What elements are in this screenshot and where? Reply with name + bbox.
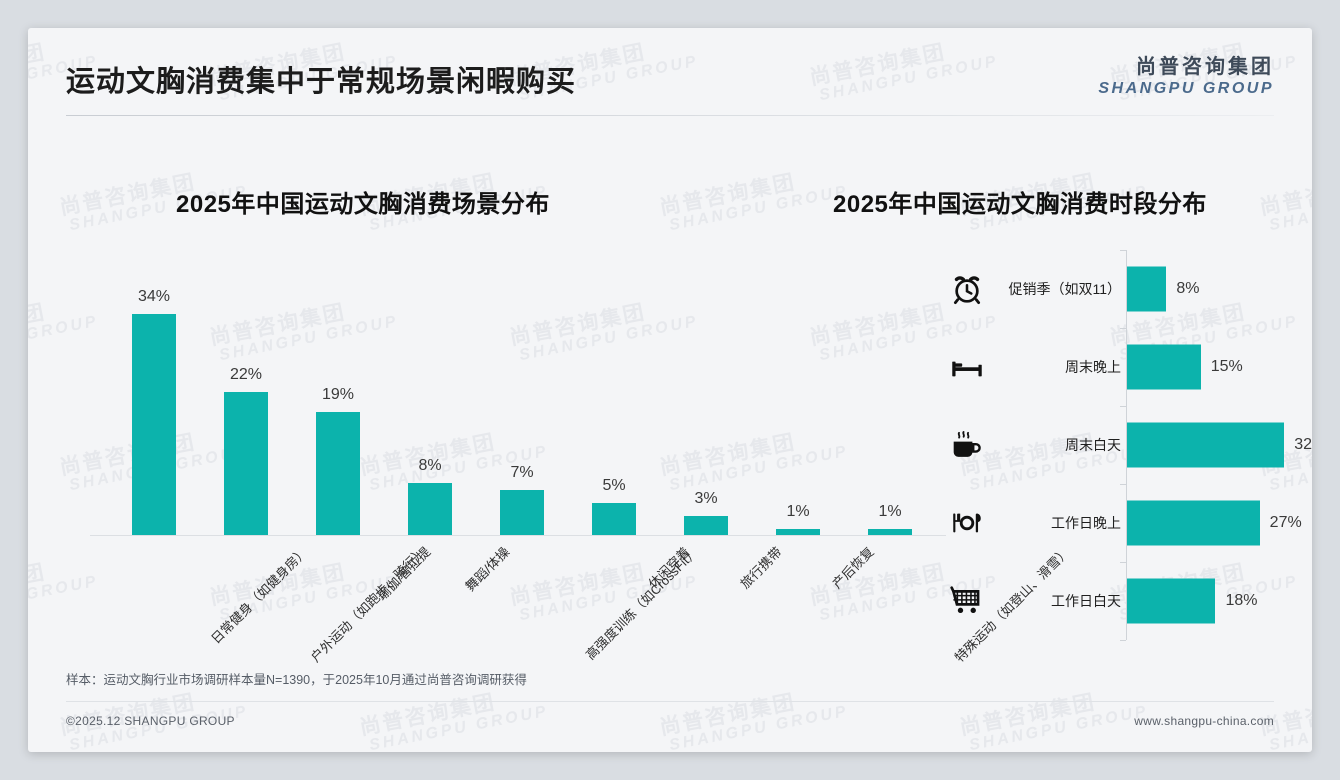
- column-value-label: 1%: [878, 502, 902, 520]
- column-slot: 1%: [844, 275, 936, 535]
- column-bar[interactable]: [408, 483, 452, 535]
- bar-category-label: 促销季（如双11）: [1008, 281, 1121, 297]
- sample-footnote: 样本：运动文胸行业市场调研样本量N=1390，于2025年10月通过尚普咨询调研…: [66, 673, 527, 687]
- timeslot-bar-chart: 促销季（如双11） 8% 周末晚上 15% 周末白天 32% 工作日晚上 27% 工作日白天 18…: [933, 250, 1312, 641]
- column-value-label: 1%: [786, 502, 810, 520]
- column-category-label: 日常健身（如健身房）: [208, 544, 311, 647]
- bed-icon: [950, 350, 984, 384]
- column-slot: 22%: [200, 275, 292, 535]
- axis-tick: [1120, 484, 1126, 485]
- axis-tick: [1120, 250, 1126, 251]
- column-value-label: 22%: [229, 366, 263, 383]
- bar-value-label: 15%: [1210, 358, 1243, 375]
- column-slot: 8%: [384, 275, 476, 535]
- timeslot-distribution-panel: 2025年中国运动文胸消费时段分布 促销季（如双11） 8% 周末晚上 15% 周末白天…: [833, 120, 1312, 674]
- column-bar[interactable]: [316, 411, 360, 535]
- column-value-label: 3%: [694, 489, 718, 507]
- column-slot: 3%: [660, 275, 752, 535]
- column-category-label: 产后恢复: [829, 544, 877, 592]
- axis-tick: [1120, 328, 1126, 329]
- left-chart-title: 2025年中国运动文胸消费场景分布: [176, 191, 550, 218]
- horizontal-bar[interactable]: [1127, 344, 1201, 390]
- column-slot: 5%: [568, 275, 660, 535]
- scenario-distribution-panel: 2025年中国运动文胸消费场景分布 34% 22% 19% 8% 7% 5% 3% 1% 1% …: [28, 120, 1073, 674]
- scenario-column-chart: 34% 22% 19% 8% 7% 5% 3% 1% 1%: [90, 275, 930, 535]
- horizontal-bar[interactable]: [1127, 422, 1285, 468]
- column-value-label: 5%: [602, 476, 626, 494]
- column-value-label: 34%: [137, 288, 171, 305]
- column-bar[interactable]: [132, 314, 176, 535]
- column-category-label: 瑜伽/普拉提: [374, 544, 434, 604]
- column-value-label: 7%: [510, 463, 534, 481]
- shopping-cart-icon: [950, 584, 984, 618]
- bar-category-label: 周末晚上: [1065, 359, 1121, 375]
- column-category-label: 舞蹈/体操: [462, 544, 513, 595]
- bar-value-label: 32%: [1294, 436, 1312, 453]
- column-bar[interactable]: [776, 528, 820, 535]
- slide-body: 2025年中国运动文胸消费场景分布 34% 22% 19% 8% 7% 5% 3% 1% 1% …: [28, 120, 1312, 674]
- bar-category-label: 工作日白天: [1051, 593, 1121, 609]
- bar-category-label: 工作日晚上: [1051, 515, 1121, 531]
- footer-divider: [66, 701, 1274, 702]
- right-chart-title: 2025年中国运动文胸消费时段分布: [833, 191, 1207, 218]
- bar-value-label: 8%: [1176, 280, 1200, 297]
- column-slot: 7%: [476, 275, 568, 535]
- horizontal-bar[interactable]: [1127, 500, 1260, 546]
- bar-row: 工作日晚上 27%: [933, 484, 1312, 562]
- column-bar[interactable]: [684, 515, 728, 535]
- slide-header: 运动文胸消费集中于常规场景闲暇购买 尚普咨询集团 SHANGPU GROUP: [28, 28, 1312, 120]
- column-slot: 1%: [752, 275, 844, 535]
- horizontal-bar[interactable]: [1127, 266, 1167, 312]
- bar-value-label: 18%: [1225, 592, 1258, 609]
- plate-cutlery-icon: [950, 506, 984, 540]
- logo-chinese-text: 尚普咨询集团: [1136, 56, 1274, 78]
- bar-row: 周末白天 32%: [933, 406, 1312, 484]
- website-link[interactable]: www.shangpu-china.com: [1134, 714, 1274, 728]
- axis-tick: [1120, 406, 1126, 407]
- axis-tick: [1120, 640, 1126, 641]
- bar-value-label: 27%: [1269, 514, 1302, 531]
- column-bar[interactable]: [868, 528, 912, 535]
- horizontal-bar[interactable]: [1127, 578, 1216, 624]
- column-category-label: 旅行携带: [737, 544, 785, 592]
- column-bar[interactable]: [592, 502, 636, 535]
- bar-chart-axis: [1126, 250, 1127, 640]
- alarm-clock-icon: [950, 272, 984, 306]
- coffee-mug-icon: [950, 428, 984, 462]
- page-title: 运动文胸消费集中于常规场景闲暇购买: [66, 66, 577, 98]
- column-slot: 19%: [292, 275, 384, 535]
- bar-row: 促销季（如双11） 8%: [933, 250, 1312, 328]
- column-slot: 34%: [108, 275, 200, 535]
- brand-logo: 尚普咨询集团 SHANGPU GROUP: [1098, 56, 1274, 98]
- axis-tick: [1120, 562, 1126, 563]
- bar-category-label: 周末白天: [1065, 437, 1121, 453]
- column-value-label: 19%: [321, 385, 355, 403]
- column-bar[interactable]: [500, 489, 544, 535]
- header-divider: [66, 115, 1274, 116]
- column-bar[interactable]: [224, 392, 268, 535]
- bar-row: 周末晚上 15%: [933, 328, 1312, 406]
- slide-footer: ©2025.12 SHANGPU GROUP www.shangpu-china…: [28, 702, 1312, 752]
- column-value-label: 8%: [418, 457, 442, 474]
- column-chart-baseline: [90, 535, 946, 536]
- copyright-text: ©2025.12 SHANGPU GROUP: [66, 714, 235, 728]
- logo-english-text: SHANGPU GROUP: [1098, 80, 1274, 97]
- bar-row: 工作日白天 18%: [933, 562, 1312, 640]
